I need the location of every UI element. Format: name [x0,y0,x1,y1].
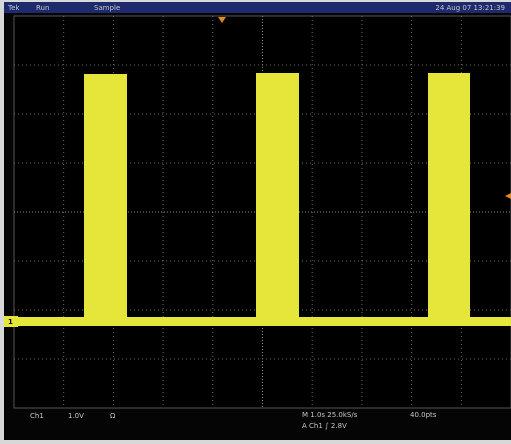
channel-readout: Ch1 [30,412,44,420]
channel-ground-label: 1 [8,318,13,326]
acquisition-mode: Sample [94,4,120,12]
waveform-pulse [256,73,299,326]
oscilloscope-screen: Tek Run Sample 24 Aug 07 13:21:39 1 Ch1 … [0,0,511,444]
coupling: Ω [110,412,116,420]
timebase: M 1.0s 25.0kS/s [302,411,358,419]
brand: Tek [7,4,20,12]
waveform-pulse [428,73,470,326]
waveform-pulse [84,74,127,326]
volts-per-div: 1.0V [68,412,84,420]
record-length: 40.0pts [410,411,437,419]
timestamp: 24 Aug 07 13:21:39 [435,4,505,12]
trigger-readout: A Ch1 ∫ 2.8V [302,422,347,430]
acquisition-state: Run [36,4,49,12]
